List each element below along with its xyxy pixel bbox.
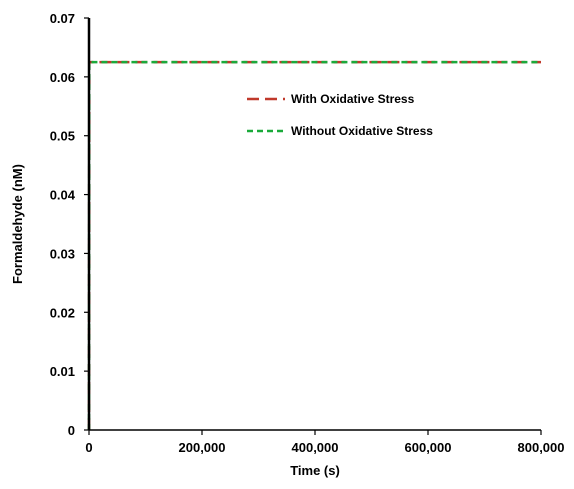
series-line-1 [87,60,541,431]
plot-lines [87,60,541,431]
y-tick-label: 0 [68,423,75,438]
x-axis-ticks: 0 200,000 400,000 600,000 800,000 [85,430,565,455]
y-tick-label: 0.07 [50,11,75,26]
x-tick-label: 600,000 [405,440,452,455]
x-tick-label: 0 [85,440,92,455]
x-tick-label: 400,000 [292,440,339,455]
legend-label-1: With Oxidative Stress [291,92,415,106]
y-axis-title: Formaldehyde (nM) [10,164,25,284]
series-line-2 [87,60,541,431]
y-tick-label: 0.04 [50,188,76,203]
y-tick-label: 0.06 [50,70,75,85]
y-tick-label: 0.03 [50,246,75,261]
x-tick-label: 800,000 [518,440,565,455]
legend-label-2: Without Oxidative Stress [291,124,433,138]
x-axis-title: Time (s) [290,463,340,478]
y-axis-ticks: 0 0.01 0.02 0.03 0.04 0.05 0.06 0.07 [50,11,89,438]
axes [87,18,541,431]
y-tick-label: 0.01 [50,364,75,379]
x-tick-label: 200,000 [179,440,226,455]
y-tick-label: 0.02 [50,305,75,320]
chart-legend: With Oxidative Stress Without Oxidative S… [247,92,433,138]
y-tick-label: 0.05 [50,129,75,144]
